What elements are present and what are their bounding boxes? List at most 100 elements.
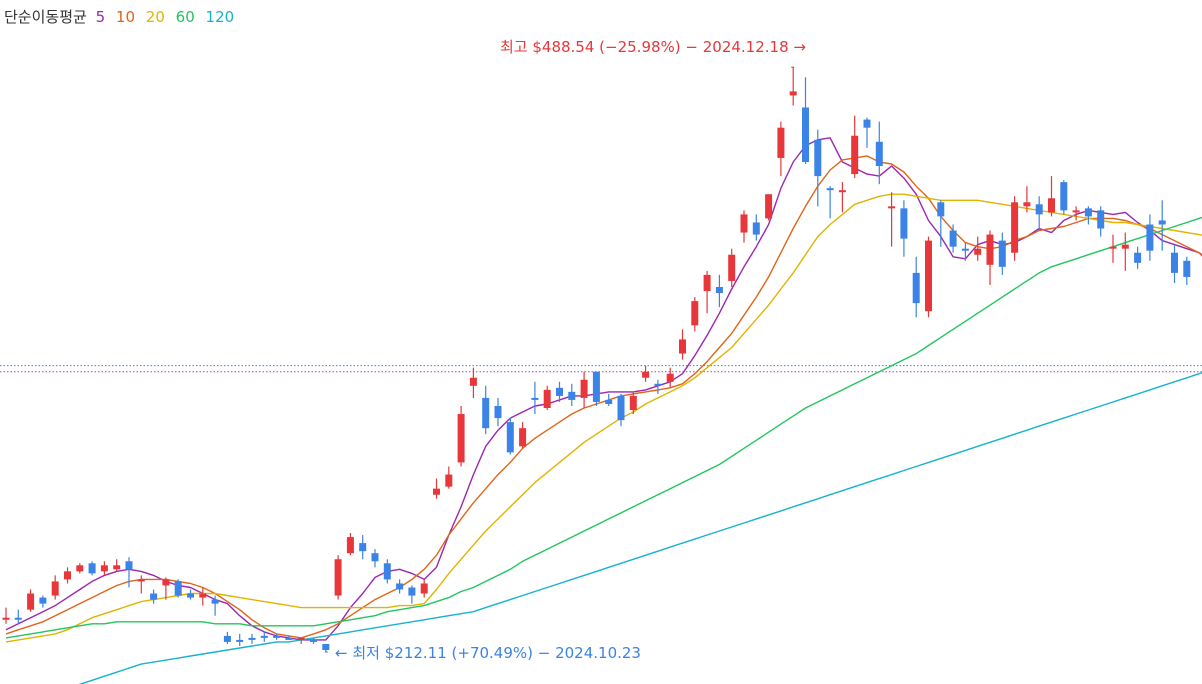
candle xyxy=(912,256,920,318)
candle-body xyxy=(1084,208,1092,217)
candle-body xyxy=(51,581,59,596)
legend-ma60[interactable]: 60 xyxy=(175,8,195,26)
candle xyxy=(1072,206,1080,221)
legend-title: 단순이동평균 xyxy=(4,8,87,26)
candle xyxy=(1121,232,1129,271)
candle-body xyxy=(1158,220,1166,225)
candle-body xyxy=(39,597,47,604)
candle-body xyxy=(285,637,293,640)
candle xyxy=(519,422,527,449)
candle xyxy=(27,589,35,612)
candle-body xyxy=(162,579,170,586)
candle-body xyxy=(715,287,723,294)
ma10-line xyxy=(5,155,1202,639)
legend-ma10[interactable]: 10 xyxy=(115,8,136,26)
candle xyxy=(162,577,170,600)
candle-body xyxy=(1109,246,1117,249)
candle-body xyxy=(986,234,994,265)
candle xyxy=(838,182,846,213)
candle xyxy=(691,297,699,332)
candle xyxy=(100,561,108,576)
candle-body xyxy=(150,593,158,600)
candle-body xyxy=(199,593,207,598)
candle-body xyxy=(408,587,416,596)
candle xyxy=(1158,200,1166,251)
candle-body xyxy=(531,397,539,400)
candle-body xyxy=(789,91,797,96)
candle-body xyxy=(617,395,625,421)
candle-body xyxy=(14,617,22,620)
candle xyxy=(605,393,613,406)
candle-body xyxy=(125,561,133,570)
candle xyxy=(1035,196,1043,231)
candle xyxy=(223,631,231,644)
candle xyxy=(88,561,96,576)
candle-body xyxy=(482,397,490,429)
candle xyxy=(851,115,859,179)
candle-body xyxy=(629,395,637,411)
candle-body xyxy=(1048,198,1055,213)
candle-body xyxy=(568,391,576,400)
candles xyxy=(2,67,1191,653)
candle xyxy=(285,635,293,640)
candle-body xyxy=(76,565,84,572)
candle xyxy=(1011,196,1019,261)
candle xyxy=(1146,214,1154,261)
candle-body xyxy=(605,399,613,404)
legend-ma120[interactable]: 120 xyxy=(205,8,235,26)
candle-body xyxy=(765,194,773,219)
high-label: 최고 $488.54 (−25.98%) − 2024.12.18 xyxy=(500,38,789,56)
candle xyxy=(863,117,871,148)
candle-body xyxy=(580,379,588,398)
candle-body xyxy=(1183,260,1191,277)
annotation-arrow-lines xyxy=(324,66,795,653)
candle xyxy=(137,575,145,594)
candle-body xyxy=(912,272,920,304)
candle xyxy=(752,214,760,241)
candle-body xyxy=(64,571,71,580)
candle-body xyxy=(949,230,957,247)
candle-body xyxy=(519,428,527,447)
candle xyxy=(814,129,822,207)
candle xyxy=(1171,244,1178,283)
candle xyxy=(937,200,945,247)
low-annotation: ← 최저 $212.11 (+70.49%) − 2024.10.23 xyxy=(335,642,641,663)
candle-body xyxy=(679,339,686,354)
candle-body xyxy=(654,383,662,386)
candle xyxy=(469,367,477,398)
candle-body xyxy=(383,563,391,580)
legend-ma20[interactable]: 20 xyxy=(145,8,165,26)
candle-body xyxy=(322,643,330,650)
candle xyxy=(76,563,84,574)
candle xyxy=(679,329,686,360)
candle xyxy=(629,391,637,415)
moving-average-lines xyxy=(5,137,1202,684)
candle-body xyxy=(100,565,108,572)
candle-body xyxy=(1097,210,1105,229)
candle xyxy=(1084,206,1092,225)
candle-body xyxy=(556,387,563,396)
candle-body xyxy=(420,583,428,594)
candle xyxy=(642,365,650,382)
candle xyxy=(310,637,317,644)
candle xyxy=(703,270,711,314)
candle xyxy=(457,405,465,467)
candle xyxy=(346,533,354,556)
candle xyxy=(408,585,416,604)
candle-body xyxy=(273,635,281,638)
candle xyxy=(1134,246,1142,269)
candle-body xyxy=(666,373,674,382)
candle-body xyxy=(396,583,404,590)
candle-body xyxy=(826,188,834,191)
candle xyxy=(777,121,785,177)
candle-body xyxy=(494,405,502,419)
candle xyxy=(728,248,736,287)
candle-body xyxy=(961,248,969,251)
candle-body xyxy=(88,563,96,574)
legend-ma5[interactable]: 5 xyxy=(95,8,106,26)
candle-body xyxy=(211,599,219,604)
candle-body xyxy=(1171,252,1178,273)
candle-body xyxy=(433,488,440,495)
candle xyxy=(297,637,305,644)
